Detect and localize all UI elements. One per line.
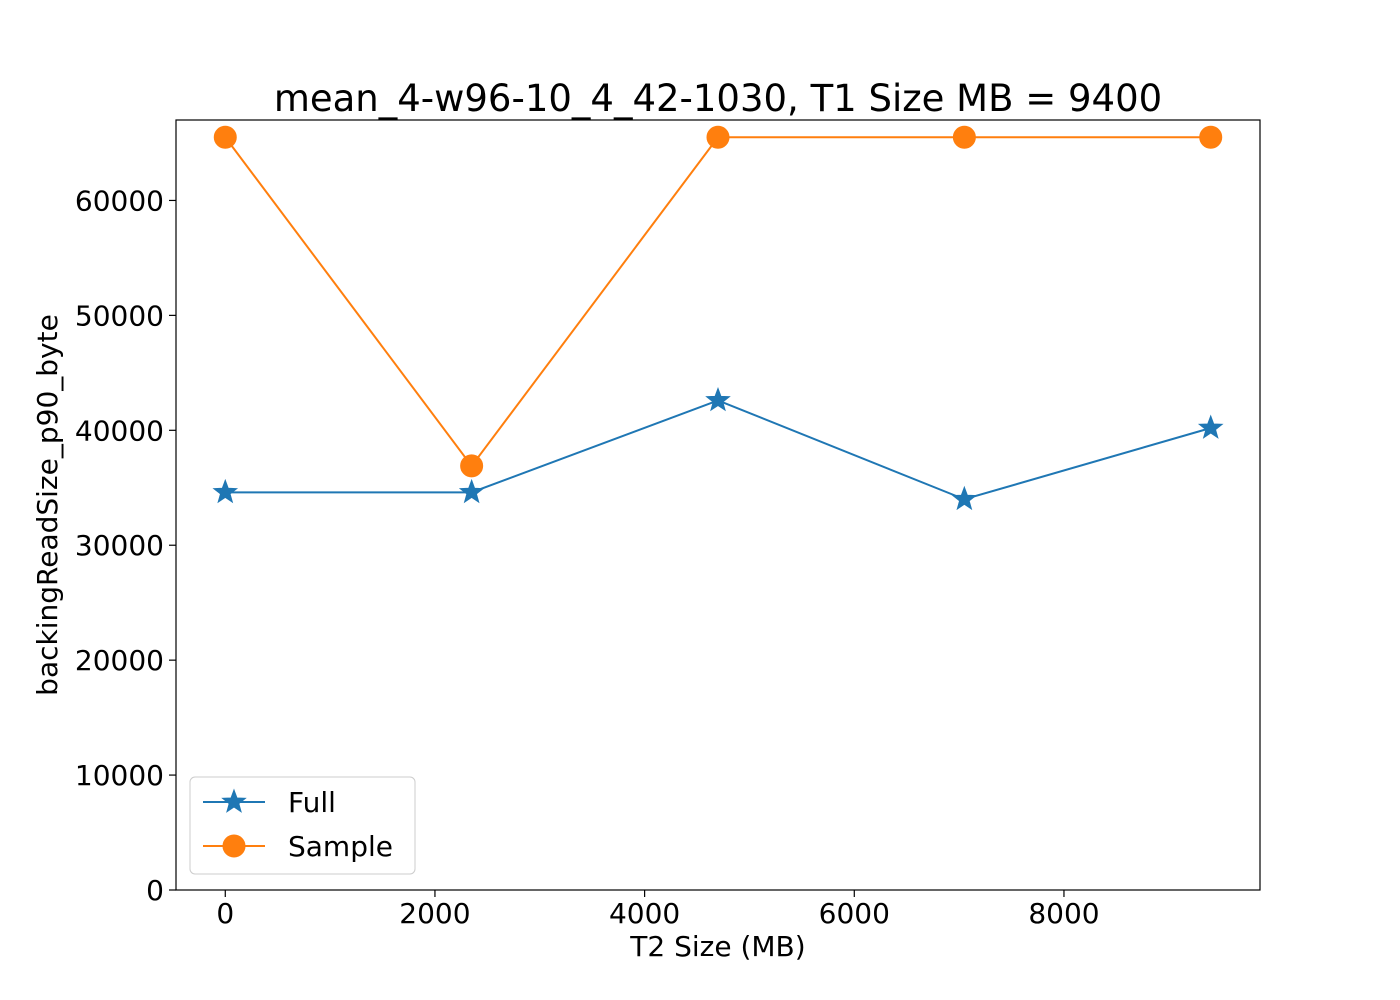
data-point-full	[951, 485, 978, 511]
data-point-sample	[213, 125, 237, 149]
series-sample	[213, 125, 1223, 478]
legend: Full Sample	[189, 776, 416, 875]
series-full	[212, 386, 1224, 511]
data-point-full	[458, 478, 485, 504]
x-tick-label: 2000	[399, 897, 470, 930]
data-point-sample	[460, 454, 484, 478]
x-tick-label: 4000	[609, 897, 680, 930]
y-tick-label: 30000	[75, 529, 164, 562]
legend-label-sample: Sample	[288, 830, 393, 863]
y-axis-label: backingReadSize_p90_byte	[31, 314, 64, 696]
legend-marker-full	[221, 788, 247, 813]
series-line-full	[225, 399, 1212, 501]
data-point-sample	[1199, 125, 1223, 149]
legend-item-full: Full	[203, 786, 336, 819]
x-axis-label: T2 Size (MB)	[629, 930, 805, 963]
x-tick-label: 0	[216, 897, 234, 930]
y-tick-label: 0	[146, 874, 164, 907]
series-layer	[212, 125, 1224, 511]
y-tick-label: 20000	[75, 644, 164, 677]
y-tick-label: 40000	[75, 414, 164, 447]
series-line-sample	[224, 136, 1211, 468]
data-point-full	[212, 478, 239, 504]
y-tick-label: 50000	[75, 299, 164, 332]
legend-item-sample: Sample	[203, 830, 393, 863]
legend-marker-sample	[222, 834, 246, 858]
data-point-full	[705, 386, 731, 412]
data-point-full	[1197, 414, 1224, 439]
y-axis-ticks: 0 10000 20000 30000 40000 50000 60000	[75, 184, 176, 907]
data-point-sample	[706, 125, 730, 149]
x-tick-label: 8000	[1028, 897, 1099, 930]
data-point-sample	[952, 125, 976, 149]
legend-label-full: Full	[288, 786, 336, 819]
plot-area-frame	[175, 119, 1261, 891]
x-axis-ticks: 0 2000 4000 6000 8000	[216, 890, 1100, 930]
chart-title: mean_4-w96-10_4_42-1030, T1 Size MB = 94…	[274, 77, 1162, 120]
x-tick-label: 6000	[819, 897, 890, 930]
y-tick-label: 10000	[75, 759, 164, 792]
y-tick-label: 60000	[75, 184, 164, 217]
